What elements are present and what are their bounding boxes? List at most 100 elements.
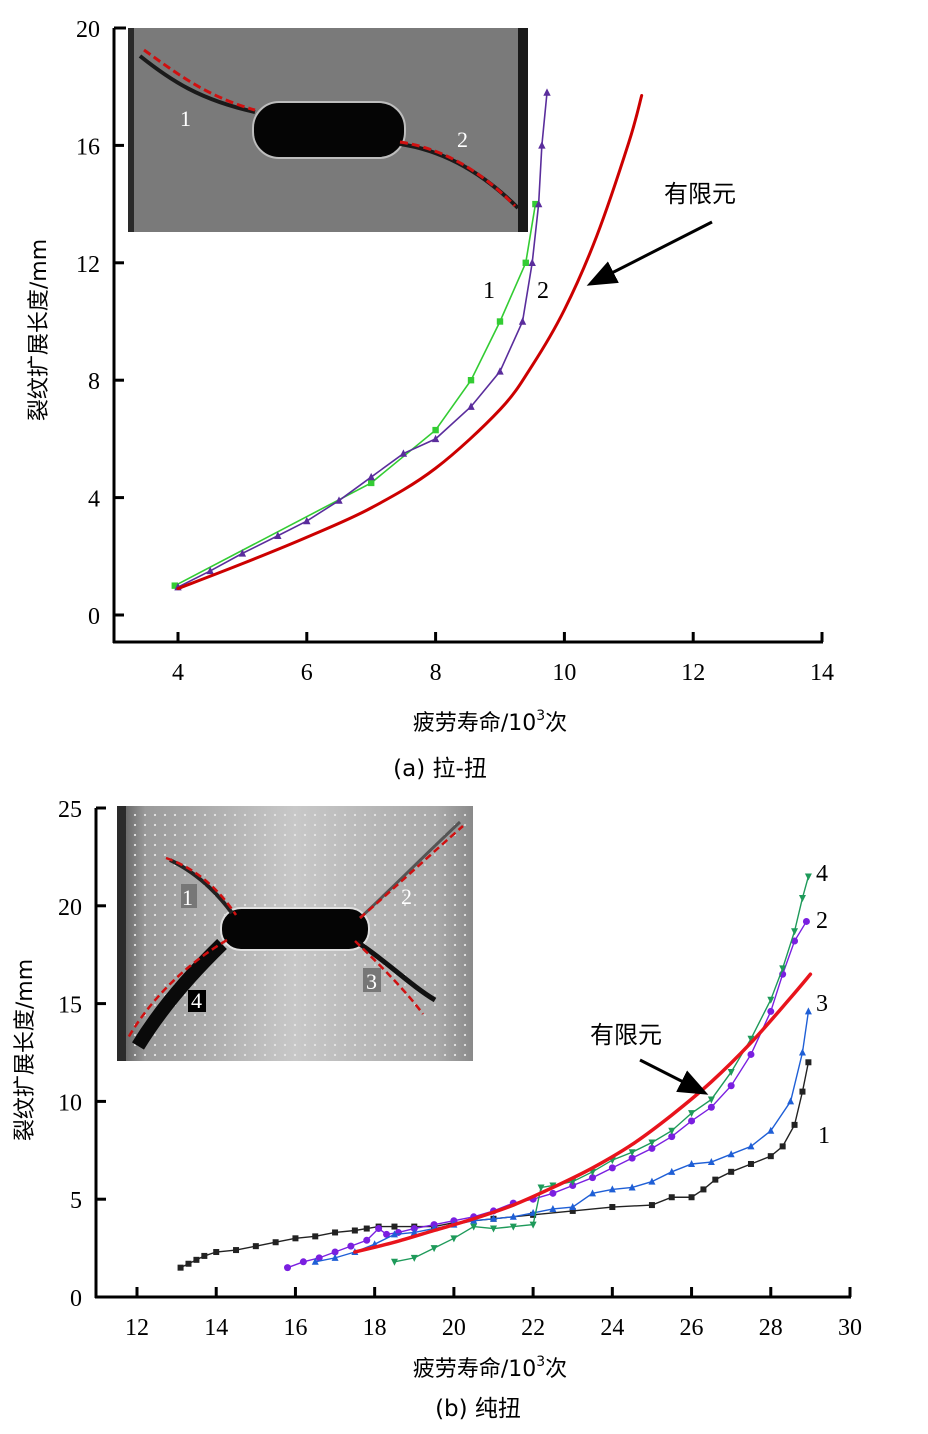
data-point-b-s4-3 <box>450 1235 458 1243</box>
data-point-a-s1-4 <box>496 318 504 325</box>
data-point-b-s2-5 <box>363 1236 371 1244</box>
data-point-b-s4-21 <box>779 965 787 973</box>
x-axis-title-a: 疲劳寿命/103次 <box>413 708 567 736</box>
x-axis-title-b-sup: 3 <box>536 1354 545 1370</box>
data-point-a-s2-12 <box>528 258 536 266</box>
data-point-b-s2-18 <box>589 1174 597 1182</box>
data-point-a-s1-5 <box>522 259 529 266</box>
data-point-b-s2-19 <box>608 1164 616 1172</box>
data-point-b-s4-0 <box>390 1258 398 1266</box>
curve-label-a-1: 1 <box>483 278 495 304</box>
data-point-b-s1-24 <box>688 1194 695 1201</box>
data-point-a-s2-14 <box>538 141 546 149</box>
x-axis-title-a-end: 次 <box>545 711 567 736</box>
curve-label-b-2: 2 <box>816 908 828 934</box>
caption-a: (a) 拉-扭 <box>393 756 487 782</box>
data-point-b-s1-22 <box>648 1202 655 1209</box>
data-point-b-s4-7 <box>529 1221 537 1229</box>
curve-label-b-1: 1 <box>818 1123 830 1149</box>
inset-label-b-1: 1 <box>182 885 193 910</box>
data-point-b-s1-23 <box>668 1194 675 1201</box>
data-point-b-s4-14 <box>648 1139 656 1147</box>
x-axis-title-b-end: 次 <box>545 1357 567 1382</box>
data-point-a-s1-6 <box>532 200 539 208</box>
data-point-b-s4-24 <box>804 873 812 881</box>
data-point-b-s3-25 <box>798 1048 806 1056</box>
data-point-a-s2-1 <box>206 566 214 575</box>
series-line-b-fe <box>353 972 813 1254</box>
annotation-fe-a: 有限元 <box>664 180 736 208</box>
data-point-a-s2-2 <box>238 549 247 557</box>
data-point-b-s3-21 <box>727 1150 735 1158</box>
data-point-b-s3-22 <box>747 1142 755 1150</box>
data-point-a-s2-13 <box>534 199 543 208</box>
data-point-b-s3-10 <box>509 1212 517 1220</box>
data-point-b-s3-17 <box>648 1177 656 1185</box>
data-point-b-s2-26 <box>747 1050 755 1058</box>
data-point-b-s1-25 <box>700 1186 707 1193</box>
data-point-b-s4-8 <box>537 1184 545 1192</box>
data-point-b-s2-21 <box>648 1144 656 1152</box>
data-point-a-s2-8 <box>431 434 440 443</box>
data-point-b-s3-13 <box>569 1203 577 1211</box>
annotation-arrow-b <box>639 1058 709 1095</box>
x-tick-label-b: 12 <box>125 1315 149 1341</box>
data-point-b-s3-4 <box>390 1230 398 1238</box>
data-point-a-s1-1 <box>368 479 375 487</box>
data-point-a-s2-5 <box>335 496 343 504</box>
annotation-arrow-a <box>586 220 713 286</box>
data-point-a-s2-15 <box>543 88 551 96</box>
data-point-b-s4-5 <box>490 1225 497 1233</box>
data-point-a-s2-4 <box>303 516 311 525</box>
data-point-b-s1-32 <box>799 1088 806 1095</box>
x-tick-label-b: 28 <box>759 1315 783 1341</box>
data-point-b-s3-20 <box>707 1158 715 1166</box>
x-tick-label-b: 30 <box>838 1315 862 1341</box>
data-point-b-s2-30 <box>802 917 810 925</box>
data-point-b-s4-16 <box>688 1110 696 1118</box>
x-tick-label-b: 16 <box>283 1315 307 1341</box>
data-point-b-s3-12 <box>549 1204 557 1212</box>
inset-photo-b: 1 2 3 4 <box>117 806 473 1061</box>
data-point-b-s1-8 <box>292 1235 299 1242</box>
y-tick-label-b: 5 <box>70 1188 82 1214</box>
y-tick-label-a: 20 <box>76 17 100 43</box>
y-tick-label-a: 8 <box>88 369 100 395</box>
data-point-b-s2-4 <box>347 1242 355 1250</box>
data-point-b-s4-4 <box>470 1223 478 1231</box>
data-point-b-s1-14 <box>391 1223 398 1230</box>
data-point-b-s4-15 <box>668 1127 676 1135</box>
data-point-b-s1-3 <box>201 1252 208 1259</box>
y-tick-label-b: 10 <box>58 1090 82 1116</box>
data-point-b-s2-27 <box>767 1007 775 1015</box>
y-tick-label-b: 25 <box>58 797 82 823</box>
data-point-b-s2-20 <box>628 1154 636 1162</box>
series-group-a <box>171 88 644 591</box>
data-point-b-s1-31 <box>791 1121 798 1128</box>
x-tick-label-a: 14 <box>810 660 834 686</box>
data-point-b-s1-30 <box>779 1143 786 1150</box>
data-point-b-s2-2 <box>315 1254 323 1262</box>
data-point-b-s2-16 <box>549 1189 557 1197</box>
inset-label-b-3: 3 <box>366 969 377 994</box>
y-tick-label-b: 0 <box>70 1286 82 1312</box>
data-point-b-s3-5 <box>410 1228 418 1236</box>
data-point-b-s4-2 <box>430 1245 438 1253</box>
x-axis-title-b-main: 疲劳寿命/10 <box>413 1357 536 1382</box>
data-point-b-s4-17 <box>707 1096 715 1104</box>
x-tick-label-b: 14 <box>204 1315 228 1341</box>
data-point-b-s1-2 <box>193 1256 200 1263</box>
data-point-b-s1-21 <box>609 1204 616 1211</box>
data-point-b-s1-9 <box>312 1233 319 1240</box>
data-point-b-s3-18 <box>668 1167 676 1175</box>
y-tick-label-b: 15 <box>58 993 82 1019</box>
data-point-b-s1-0 <box>177 1264 184 1271</box>
data-point-b-s3-19 <box>688 1159 696 1167</box>
data-point-a-s1-2 <box>432 426 439 434</box>
x-tick-label-b: 26 <box>680 1315 704 1341</box>
x-tick-label-a: 8 <box>430 660 442 686</box>
data-point-b-s2-7 <box>383 1230 391 1238</box>
